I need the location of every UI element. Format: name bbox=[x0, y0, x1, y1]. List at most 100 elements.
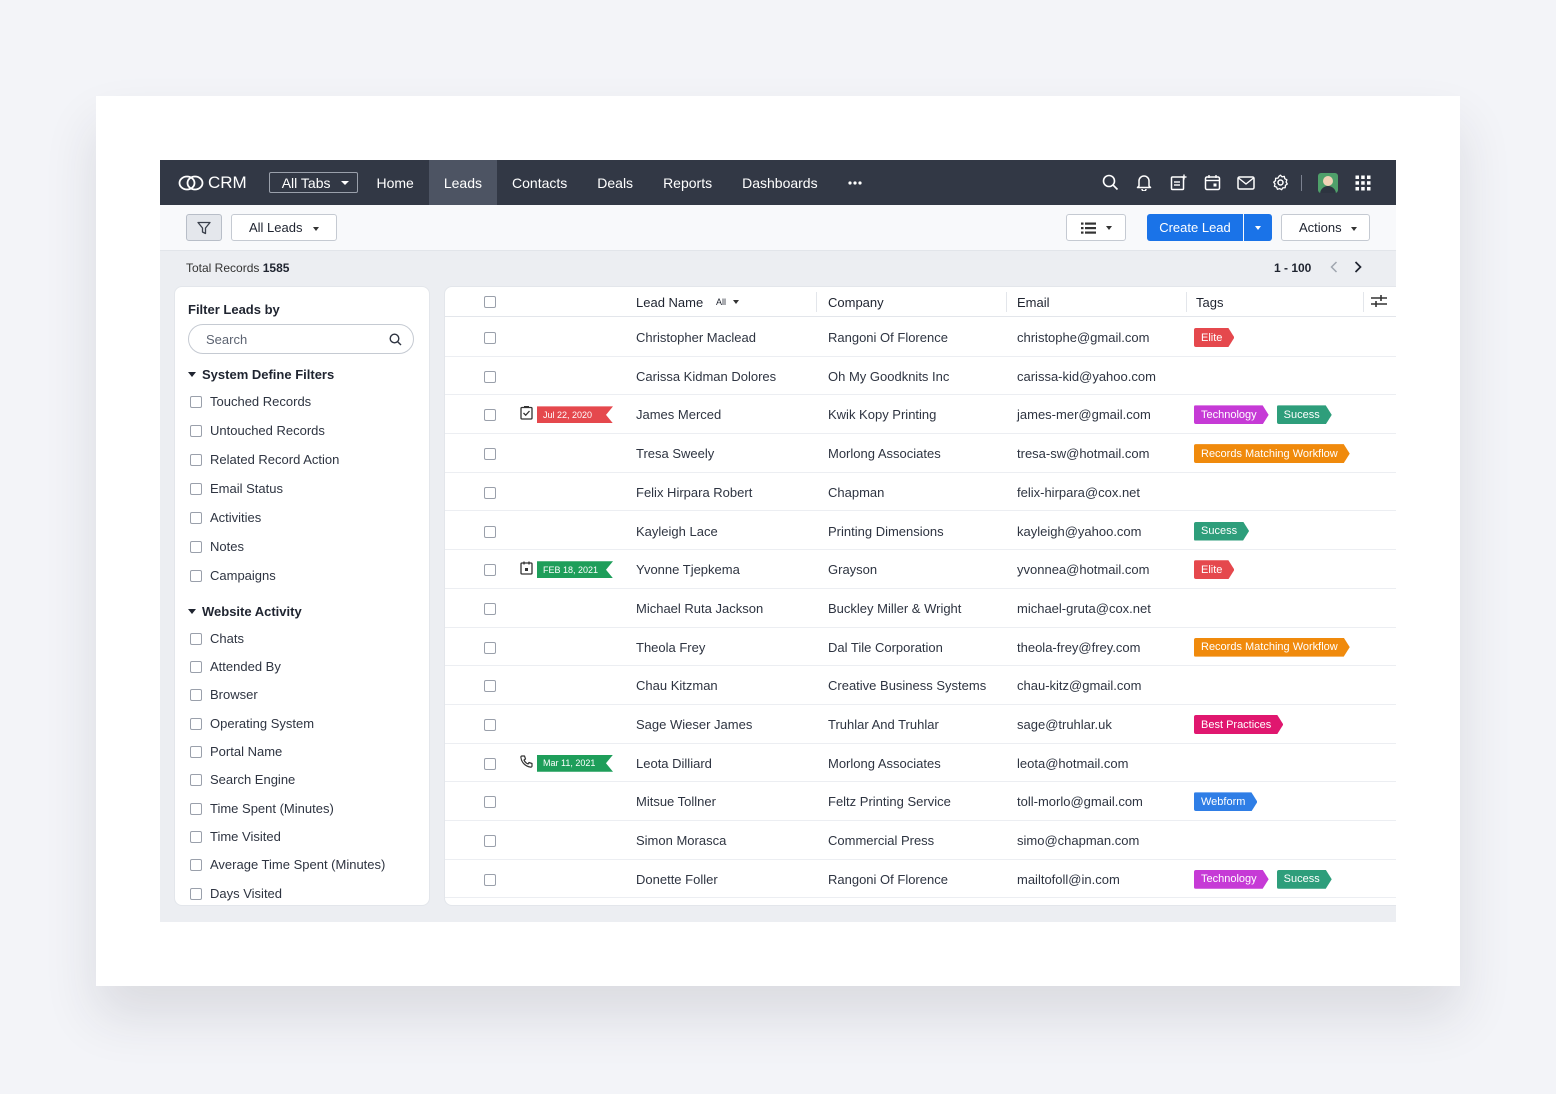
row-checkbox[interactable] bbox=[484, 680, 496, 693]
email-cell[interactable]: felix-hirpara@cox.net bbox=[1017, 484, 1141, 500]
settings-button[interactable] bbox=[1263, 160, 1297, 205]
tag-badge[interactable]: Best Practices bbox=[1194, 715, 1283, 734]
tab-contacts[interactable]: Contacts bbox=[512, 174, 568, 191]
mail-button[interactable] bbox=[1229, 160, 1263, 205]
tab-home[interactable]: Home bbox=[376, 174, 414, 191]
table-row[interactable]: Tresa Sweely Morlong Associates tresa-sw@… bbox=[445, 434, 1396, 473]
row-checkbox[interactable] bbox=[484, 409, 496, 422]
table-row[interactable]: Carissa Kidman Dolores Oh My Goodknits In… bbox=[445, 357, 1396, 396]
calendar-button[interactable] bbox=[1195, 160, 1229, 205]
filter-related-record-action[interactable]: Related Record Action bbox=[190, 452, 339, 467]
tag-badge[interactable]: Sucess bbox=[1277, 405, 1332, 424]
filter-days-visited[interactable]: Days Visited bbox=[190, 886, 282, 901]
tag-badge[interactable]: Sucess bbox=[1194, 522, 1249, 541]
more-tabs-button[interactable] bbox=[833, 160, 877, 205]
row-checkbox[interactable] bbox=[484, 757, 496, 770]
filter-time-visited[interactable]: Time Visited bbox=[190, 829, 281, 844]
email-cell[interactable]: michael-gruta@cox.net bbox=[1017, 600, 1151, 616]
filter-email-status[interactable]: Email Status bbox=[190, 481, 283, 496]
filter-activities[interactable]: Activities bbox=[190, 510, 261, 525]
brand-logo[interactable]: CRM bbox=[178, 173, 247, 193]
table-row[interactable]: Donette Foller Rangoni Of Florence mailtof… bbox=[445, 860, 1396, 899]
email-cell[interactable]: christophe@gmail.com bbox=[1017, 330, 1150, 345]
table-row[interactable]: Felix Hirpara Robert Chapman felix-hirpara… bbox=[445, 473, 1396, 512]
row-checkbox[interactable] bbox=[484, 641, 496, 654]
filter-search-engine[interactable]: Search Engine bbox=[190, 772, 295, 787]
table-row[interactable]: Simon Morasca Commercial Press simo@chapma… bbox=[445, 821, 1396, 860]
filter-toggle-button[interactable] bbox=[186, 214, 222, 241]
table-row[interactable]: FEB 18, 2021 Yvonne Tjepkema Grayson yvonne… bbox=[445, 550, 1396, 589]
email-cell[interactable]: sage@truhlar.uk bbox=[1017, 717, 1112, 732]
list-view-toggle[interactable] bbox=[1066, 214, 1126, 241]
table-row[interactable]: Christopher Maclead Rangoni Of Florence ch… bbox=[445, 318, 1396, 357]
email-cell[interactable]: yvonnea@hotmail.com bbox=[1017, 562, 1150, 578]
activity-indicator[interactable]: Jul 22, 2020 bbox=[520, 406, 613, 423]
tab-reports[interactable]: Reports bbox=[663, 174, 713, 191]
notifications-button[interactable] bbox=[1127, 160, 1161, 205]
column-header-email[interactable]: Email bbox=[1017, 295, 1050, 310]
email-cell[interactable]: kayleigh@yahoo.com bbox=[1017, 523, 1142, 539]
filter-time-spent[interactable]: Time Spent (Minutes) bbox=[190, 801, 334, 816]
table-row[interactable]: Theola Frey Dal Tile Corporation theola-fr… bbox=[445, 628, 1396, 667]
row-checkbox[interactable] bbox=[484, 719, 496, 731]
filter-average-time-spent[interactable]: Average Time Spent (Minutes) bbox=[190, 857, 385, 872]
lead-name-cell[interactable]: Simon Morasca bbox=[636, 833, 727, 849]
filter-search-input[interactable] bbox=[206, 331, 376, 347]
checkbox[interactable] bbox=[190, 540, 202, 553]
checkbox[interactable] bbox=[190, 858, 202, 871]
tag-badge[interactable]: Records Matching Workflow bbox=[1194, 444, 1350, 463]
column-settings-icon[interactable] bbox=[1371, 294, 1387, 308]
row-checkbox[interactable] bbox=[484, 525, 496, 538]
tag-badge[interactable]: Elite bbox=[1194, 560, 1234, 579]
view-selector-dropdown[interactable]: All Leads bbox=[231, 214, 337, 241]
search-icon[interactable] bbox=[389, 333, 402, 346]
email-cell[interactable]: mailtofoll@in.com bbox=[1017, 871, 1120, 887]
avatar[interactable] bbox=[1318, 172, 1338, 193]
apps-grid-button[interactable] bbox=[1346, 160, 1380, 205]
column-header-lead-name[interactable]: Lead Name bbox=[636, 295, 704, 310]
filter-campaigns[interactable]: Campaigns bbox=[190, 568, 276, 583]
activity-indicator[interactable]: FEB 18, 2021 bbox=[520, 561, 613, 578]
table-row[interactable]: Michael Ruta Jackson Buckley Miller & Wri… bbox=[445, 589, 1396, 628]
filter-untouched-records[interactable]: Untouched Records bbox=[190, 423, 325, 438]
table-row[interactable]: Mitsue Tollner Feltz Printing Service toll… bbox=[445, 782, 1396, 822]
create-lead-button[interactable]: Create Lead bbox=[1147, 214, 1243, 241]
checkbox[interactable] bbox=[190, 482, 202, 495]
row-checkbox[interactable] bbox=[484, 370, 496, 383]
email-cell[interactable]: james-mer@gmail.com bbox=[1017, 407, 1151, 423]
lead-name-cell[interactable]: Yvonne Tjepkema bbox=[636, 562, 740, 578]
lead-name-cell[interactable]: James Merced bbox=[636, 407, 722, 423]
row-checkbox[interactable] bbox=[484, 602, 496, 615]
email-cell[interactable]: carissa-kid@yahoo.com bbox=[1017, 368, 1156, 384]
checkbox[interactable] bbox=[190, 424, 202, 437]
all-tabs-dropdown[interactable]: All Tabs bbox=[268, 172, 358, 193]
checkbox[interactable] bbox=[190, 830, 202, 843]
next-page-button[interactable] bbox=[1350, 258, 1366, 276]
row-checkbox[interactable] bbox=[484, 796, 496, 809]
checkbox[interactable] bbox=[190, 569, 202, 582]
email-cell[interactable]: toll-morlo@gmail.com bbox=[1017, 794, 1143, 810]
checkbox[interactable] bbox=[190, 453, 202, 466]
filter-notes[interactable]: Notes bbox=[190, 539, 244, 554]
table-row[interactable]: Sage Wieser James Truhlar And Truhlar sage… bbox=[445, 705, 1396, 744]
lead-name-cell[interactable]: Felix Hirpara Robert bbox=[636, 484, 753, 500]
table-row[interactable]: Mar 11, 2021 Leota Dilliard Morlong Associ… bbox=[445, 744, 1396, 783]
lead-name-cell[interactable]: Carissa Kidman Dolores bbox=[636, 368, 777, 384]
checkbox[interactable] bbox=[190, 802, 202, 815]
checkbox[interactable] bbox=[190, 395, 202, 408]
checkbox[interactable] bbox=[190, 660, 202, 673]
email-cell[interactable]: chau-kitz@gmail.com bbox=[1017, 678, 1142, 694]
activity-indicator[interactable]: Mar 11, 2021 bbox=[520, 755, 613, 772]
filter-chats[interactable]: Chats bbox=[190, 631, 244, 646]
row-checkbox[interactable] bbox=[484, 564, 496, 577]
lead-name-cell[interactable]: Theola Frey bbox=[636, 639, 706, 655]
column-header-tags[interactable]: Tags bbox=[1196, 295, 1224, 310]
lead-name-cell[interactable]: Chau Kitzman bbox=[636, 678, 718, 694]
row-checkbox[interactable] bbox=[484, 332, 496, 344]
email-cell[interactable]: leota@hotmail.com bbox=[1017, 755, 1129, 771]
lead-name-cell[interactable]: Michael Ruta Jackson bbox=[636, 600, 764, 616]
tab-leads[interactable]: Leads bbox=[428, 160, 498, 205]
tag-badge[interactable]: Sucess bbox=[1277, 870, 1332, 889]
search-button[interactable] bbox=[1093, 160, 1127, 205]
filter-group-website-activity[interactable]: Website Activity bbox=[188, 604, 302, 619]
